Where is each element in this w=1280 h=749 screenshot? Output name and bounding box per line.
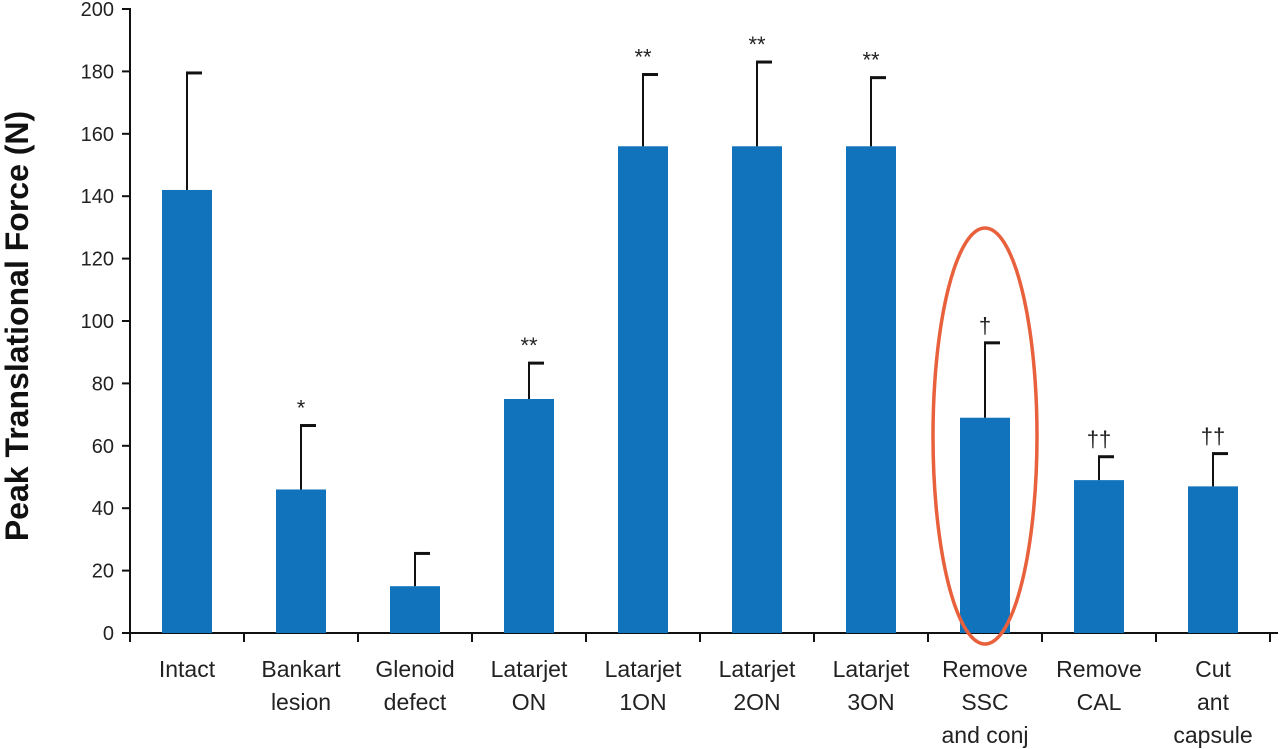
- bar: [846, 146, 896, 633]
- significance-annotations: ***** ****††† ††: [297, 32, 1226, 452]
- bar: [732, 146, 782, 633]
- x-tick-label-line: Remove: [1056, 656, 1142, 682]
- x-tick-label-line: ant: [1197, 689, 1230, 715]
- y-axis-label: Peak Translational Force (N): [0, 111, 35, 541]
- highlight-ellipse: [931, 226, 1039, 646]
- x-tick-label: Latarjet 2ON: [719, 656, 796, 715]
- significance-marker: **: [520, 333, 538, 358]
- bars: [162, 146, 1238, 633]
- y-tick-label: 60: [92, 436, 114, 458]
- bar: [618, 146, 668, 633]
- significance-marker: **: [862, 48, 880, 73]
- x-tick-label-line: 3ON: [847, 689, 894, 715]
- x-tick-label: Glenoid defect: [375, 656, 454, 715]
- x-tick-label: Latarjet 1ON: [605, 656, 682, 715]
- y-axis-label-group: Peak Translational Force (N): [0, 111, 35, 541]
- x-tick-label-line: ON: [512, 689, 547, 715]
- x-tick-label: Remove SSC and conj: [942, 656, 1029, 748]
- y-tick-label: 160: [81, 124, 114, 146]
- bar: [960, 417, 1010, 633]
- y-tick-label: 180: [81, 61, 114, 83]
- x-tick-label-line: Intact: [159, 656, 216, 682]
- x-tick-label-line: Latarjet: [491, 656, 568, 682]
- y-tick-label: 40: [92, 498, 114, 520]
- bar: [390, 586, 440, 633]
- significance-marker: *: [297, 396, 306, 421]
- x-category-labels: Intact Bankart lesion Glenoid defect Latarjet…: [159, 656, 1253, 748]
- x-tick-label-line: defect: [384, 689, 447, 715]
- bar: [504, 399, 554, 633]
- y-tick-label: 100: [81, 311, 114, 333]
- x-tick-label-line: Cut: [1195, 656, 1231, 682]
- y-tick-label: 120: [81, 249, 114, 271]
- bar: [162, 189, 212, 633]
- x-tick-label-line: 2ON: [733, 689, 780, 715]
- x-tick-label-line: CAL: [1077, 689, 1122, 715]
- x-tick-label-line: Latarjet: [605, 656, 682, 682]
- y-tick-label: 200: [81, 0, 114, 21]
- x-tick-label-line: Latarjet: [719, 656, 796, 682]
- x-tick-label: Intact: [159, 656, 216, 682]
- x-tick-label-line: lesion: [271, 689, 331, 715]
- y-tick-label: 20: [92, 561, 114, 583]
- significance-marker: †: [979, 313, 991, 338]
- significance-marker: ††: [1201, 424, 1225, 449]
- bar: [1074, 480, 1124, 633]
- x-tick-label-line: 1ON: [619, 689, 666, 715]
- y-tick-label: 140: [81, 186, 114, 208]
- highlight-layer: [931, 226, 1039, 646]
- x-tick-label-line: Remove: [942, 656, 1028, 682]
- x-tick-label-line: and conj: [942, 722, 1029, 748]
- bar: [276, 489, 326, 633]
- bar: [1188, 486, 1238, 633]
- x-tick-label-line: Latarjet: [833, 656, 910, 682]
- x-tick-label: Bankart lesion: [261, 656, 341, 715]
- x-tick-label-line: SSC: [961, 689, 1008, 715]
- x-tick-label-line: Glenoid: [375, 656, 454, 682]
- y-tick-label: 0: [103, 623, 114, 645]
- significance-marker: ††: [1087, 427, 1111, 452]
- x-tick-label-line: capsule: [1173, 722, 1252, 748]
- x-tick-label: Latarjet 3ON: [833, 656, 910, 715]
- y-tick-label: 80: [92, 373, 114, 395]
- significance-marker: **: [748, 32, 766, 57]
- error-bars: [186, 60, 1228, 587]
- x-tick-label: Latarjet ON: [491, 656, 568, 715]
- significance-marker: **: [634, 45, 652, 70]
- x-tick-label: Remove CAL: [1056, 656, 1142, 715]
- y-ticks: 0 20 40 60 80 100 120 140 160 180 200: [81, 0, 130, 645]
- x-tick-label: Cut ant capsule: [1173, 656, 1252, 748]
- x-tick-label-line: Bankart: [261, 656, 341, 682]
